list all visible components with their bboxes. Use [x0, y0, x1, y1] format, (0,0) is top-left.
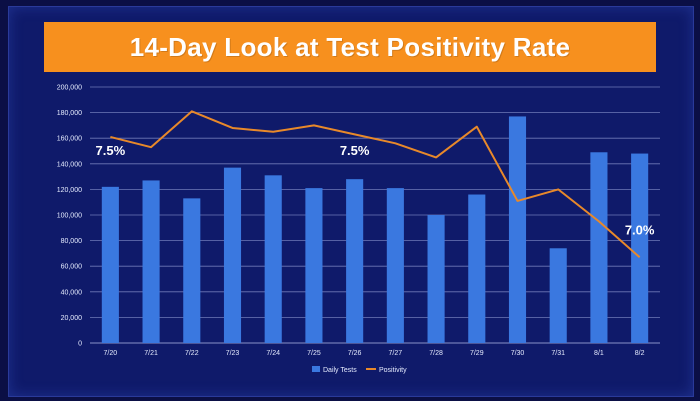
y-tick-label: 200,000 — [57, 85, 82, 92]
bar — [468, 194, 486, 343]
title-banner: 14-Day Look at Test Positivity Rate — [44, 22, 656, 72]
bar — [631, 153, 649, 343]
positivity-line — [110, 110, 641, 258]
x-tick-label: 7/30 — [511, 350, 525, 357]
bar — [223, 167, 242, 343]
x-tick-label: 7/28 — [429, 350, 443, 357]
data-annotation: 7.5% — [96, 143, 126, 158]
bar — [101, 186, 119, 343]
legend-label-daily-tests: Daily Tests — [323, 367, 357, 374]
x-tick-label: 7/25 — [307, 350, 321, 357]
y-tick-label: 20,000 — [61, 315, 83, 322]
bar — [549, 248, 567, 343]
data-annotation: 7.5% — [340, 143, 370, 158]
bar — [264, 175, 282, 343]
x-tick-label: 7/29 — [470, 350, 484, 357]
bar — [183, 198, 201, 343]
y-tick-label: 100,000 — [57, 213, 82, 220]
y-tick-label: 160,000 — [57, 136, 82, 143]
x-tick-label: 7/31 — [551, 350, 565, 357]
y-tick-label: 40,000 — [61, 289, 83, 296]
bar — [305, 188, 323, 343]
y-tick-label: 60,000 — [61, 264, 83, 271]
bar — [508, 116, 527, 343]
y-tick-label: 140,000 — [57, 161, 82, 168]
y-tick-label: 120,000 — [57, 187, 82, 194]
chart-title: 14-Day Look at Test Positivity Rate — [129, 31, 571, 62]
x-tick-label: 8/1 — [594, 350, 604, 357]
x-tick-label: 7/23 — [226, 350, 240, 357]
legend-label-positivity: Positivity — [379, 367, 407, 374]
bar — [142, 180, 160, 343]
bar — [346, 179, 364, 343]
x-tick-label: 7/22 — [185, 350, 199, 357]
legend-swatch-daily-tests — [312, 366, 320, 372]
x-tick-label: 8/2 — [635, 350, 645, 357]
bar — [590, 152, 608, 343]
x-tick-label: 7/27 — [389, 350, 403, 357]
y-tick-label: 80,000 — [61, 238, 83, 245]
y-tick-label: 180,000 — [57, 110, 82, 117]
x-tick-label: 7/26 — [348, 350, 362, 357]
bar — [386, 188, 404, 343]
x-tick-label: 7/24 — [266, 350, 280, 357]
bar — [427, 215, 445, 343]
y-tick-label: 0 — [78, 341, 82, 348]
x-tick-label: 7/20 — [104, 350, 118, 357]
x-tick-label: 7/21 — [144, 350, 158, 357]
data-annotation: 7.0% — [625, 222, 655, 237]
